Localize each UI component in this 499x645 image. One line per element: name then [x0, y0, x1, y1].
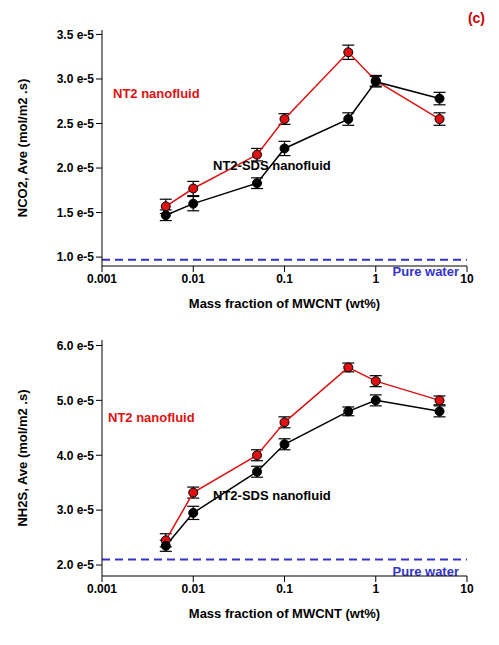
svg-text:3.5 e-5: 3.5 e-5 — [57, 28, 95, 42]
svg-text:Mass fraction of MWCNT (wt%): Mass fraction of MWCNT (wt%) — [189, 606, 380, 621]
svg-text:Mass fraction of MWCNT (wt%): Mass fraction of MWCNT (wt%) — [189, 296, 380, 311]
svg-text:1.0 e-5: 1.0 e-5 — [57, 250, 95, 264]
svg-text:2.0 e-5: 2.0 e-5 — [57, 558, 95, 572]
html-text:NT2-SDS nanofluid: NT2-SDS nanofluid — [213, 488, 331, 503]
svg-text:0.01: 0.01 — [182, 582, 206, 596]
svg-text:0.1: 0.1 — [276, 272, 293, 286]
html-text:NT2-SDS nanofluid: NT2-SDS nanofluid — [213, 158, 331, 173]
svg-text:2.0 e-5: 2.0 e-5 — [57, 161, 95, 175]
svg-text:0.001: 0.001 — [87, 272, 117, 286]
svg-text:0.001: 0.001 — [87, 582, 117, 596]
svg-text:6.0 e-5: 6.0 e-5 — [57, 339, 95, 353]
svg-text:Pure water: Pure water — [392, 563, 459, 579]
svg-text:NH2S, Ave (mol/m2 .s): NH2S, Ave (mol/m2 .s) — [15, 389, 30, 526]
svg-text:1: 1 — [372, 582, 379, 596]
svg-text:1.5 e-5: 1.5 e-5 — [57, 206, 95, 220]
svg-text:0.1: 0.1 — [276, 582, 293, 596]
svg-text:3.0 e-5: 3.0 e-5 — [57, 503, 95, 517]
html-text:(c): (c) — [467, 10, 485, 26]
svg-text:10: 10 — [460, 582, 474, 596]
svg-text:0.01: 0.01 — [182, 272, 206, 286]
svg-text:Pure water: Pure water — [392, 263, 459, 279]
html-text:NT2 nanofluid: NT2 nanofluid — [113, 86, 200, 101]
svg-text:10: 10 — [460, 272, 474, 286]
svg-text:2.5 e-5: 2.5 e-5 — [57, 117, 95, 131]
html-text:NT2 nanofluid: NT2 nanofluid — [108, 410, 195, 425]
svg-text:1: 1 — [372, 272, 379, 286]
svg-text:4.0 e-5: 4.0 e-5 — [57, 449, 95, 463]
svg-text:3.0 e-5: 3.0 e-5 — [57, 72, 95, 86]
svg-text:5.0 e-5: 5.0 e-5 — [57, 394, 95, 408]
svg-text:NCO2, Ave (mol/m2 .s): NCO2, Ave (mol/m2 .s) — [15, 79, 30, 217]
